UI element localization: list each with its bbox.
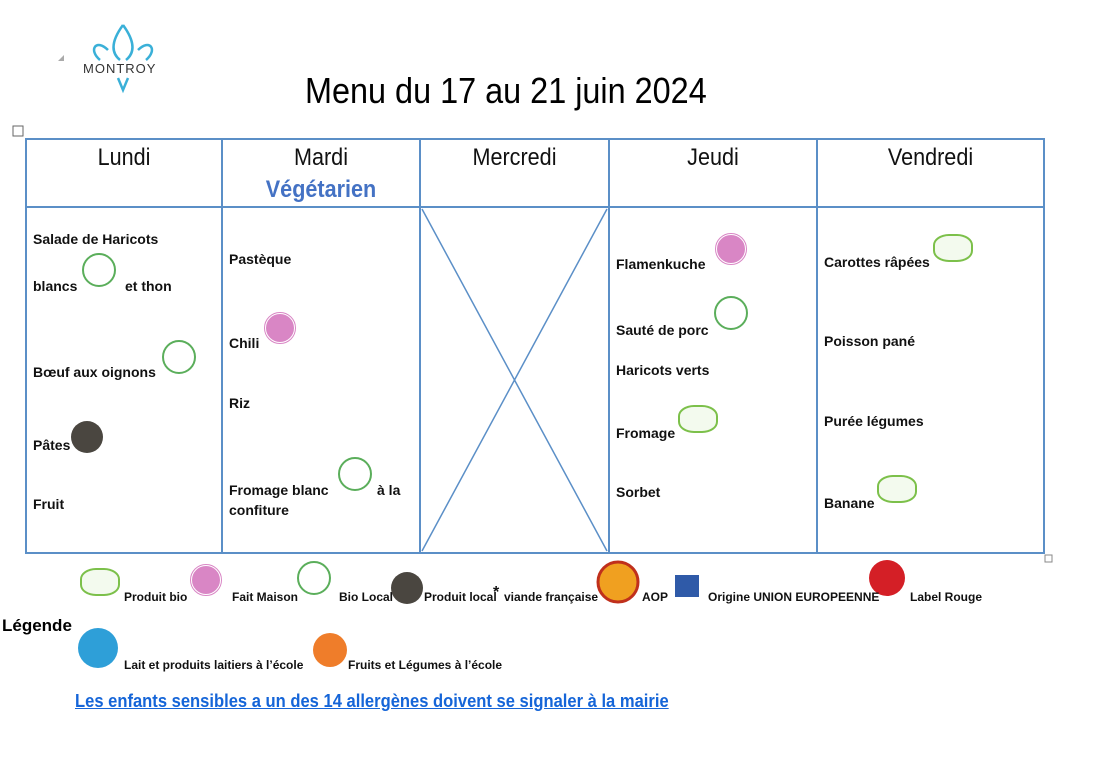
legend-item: Fait Maison xyxy=(232,590,299,604)
day-name: Mercredi xyxy=(472,144,557,171)
logo-mark xyxy=(92,24,154,94)
legend-title: Légende xyxy=(2,616,72,635)
legend-item: Origine UNION EUROPEENNE xyxy=(708,590,880,604)
menu-item: Salade de Haricots xyxy=(33,231,159,247)
legend-item: AOP xyxy=(642,590,669,604)
day-name: Mardi xyxy=(293,144,348,171)
bio-icon xyxy=(933,234,973,262)
title: Menu du 17 au 21 juin 2024 xyxy=(305,70,707,111)
menu-item: Sauté de porc xyxy=(616,322,709,338)
lait-icon xyxy=(78,628,118,668)
bio-local-icon xyxy=(338,457,372,491)
menu-item: Pâtes xyxy=(33,437,71,453)
handle xyxy=(12,125,24,137)
menu-item: Sorbet xyxy=(616,484,661,500)
bio-icon xyxy=(877,475,917,503)
menu-item: Poisson pané xyxy=(824,333,916,349)
legend-item: Fruits et Légumes à l’école xyxy=(348,658,503,672)
legend-item: * xyxy=(493,584,500,601)
menu-item: confiture xyxy=(229,502,289,518)
bio-icon xyxy=(80,568,120,596)
menu-item: blancs xyxy=(33,278,78,294)
day-subtitle: Végétarien xyxy=(265,176,377,203)
menu-item: Purée légumes xyxy=(824,413,924,429)
menu-item: Riz xyxy=(229,395,250,411)
menu-item: Pastèque xyxy=(229,251,292,267)
logo-text: MONTROY xyxy=(83,61,157,76)
cross xyxy=(421,208,608,552)
fait-maison-icon xyxy=(263,311,297,345)
menu-item: Fromage xyxy=(616,425,676,441)
menu-item: et thon xyxy=(125,278,172,294)
legend-item: Lait et produits laitiers à l’école xyxy=(124,658,304,672)
ue-icon xyxy=(675,575,699,597)
bio-local-icon xyxy=(714,296,748,330)
menu-item: Fruit xyxy=(33,496,65,512)
menu-item: Haricots verts xyxy=(616,362,710,378)
day-name: Vendredi xyxy=(887,144,974,171)
label-rouge-icon xyxy=(869,560,905,596)
marker xyxy=(58,55,64,61)
bio-icon xyxy=(678,405,718,433)
produit-local-icon xyxy=(71,421,103,453)
table-border xyxy=(25,138,1045,554)
bio-local-icon xyxy=(162,340,196,374)
menu-item: Banane xyxy=(824,495,875,511)
day-name: Lundi xyxy=(97,144,151,171)
bio-local-icon xyxy=(297,561,331,595)
menu-item: Bœuf aux oignons xyxy=(33,364,156,380)
produit-local-icon xyxy=(391,572,423,604)
legend-item: Produit local xyxy=(424,590,497,604)
legend-item: Label Rouge xyxy=(910,590,983,604)
fruits-icon xyxy=(313,633,347,667)
day-name: Jeudi xyxy=(687,144,739,171)
legend-item: Bio Local xyxy=(339,590,394,604)
notice-link[interactable]: Les enfants sensibles a un des 14 allerg… xyxy=(75,691,669,711)
fait-maison-icon xyxy=(189,563,223,597)
fait-maison-icon xyxy=(714,232,748,266)
menu-item: Flamenkuche xyxy=(616,256,706,272)
menu-item: à la xyxy=(377,482,401,498)
menu-item: Fromage blanc xyxy=(229,482,329,498)
handle xyxy=(1044,554,1053,563)
menu-item: Carottes râpées xyxy=(824,254,930,270)
legend-item: viande française xyxy=(504,590,599,604)
menu-item: Chili xyxy=(229,335,260,351)
aop-icon xyxy=(596,560,640,604)
legend-item: Produit bio xyxy=(124,590,188,604)
bio-local-icon xyxy=(82,253,116,287)
